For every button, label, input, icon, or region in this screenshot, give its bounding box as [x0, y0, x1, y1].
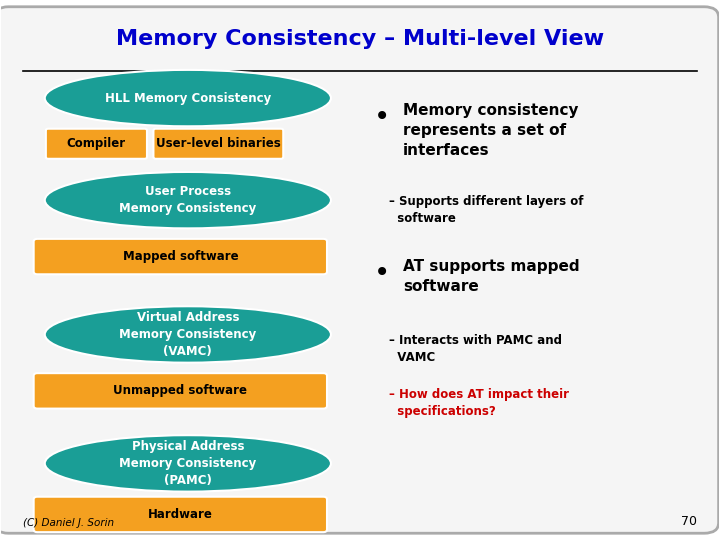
- Text: – Supports different layers of
  software: – Supports different layers of software: [389, 195, 583, 225]
- Text: (C) Daniel J. Sorin: (C) Daniel J. Sorin: [23, 518, 114, 528]
- Text: User Process
Memory Consistency: User Process Memory Consistency: [120, 185, 256, 215]
- Text: Compiler: Compiler: [67, 137, 126, 150]
- Text: Unmapped software: Unmapped software: [113, 384, 248, 397]
- Text: – How does AT impact their
  specifications?: – How does AT impact their specification…: [389, 388, 569, 418]
- Ellipse shape: [45, 172, 331, 228]
- Ellipse shape: [45, 306, 331, 363]
- Text: •: •: [374, 104, 390, 131]
- Text: 70: 70: [681, 515, 697, 528]
- Text: Memory consistency
represents a set of
interfaces: Memory consistency represents a set of i…: [403, 104, 579, 158]
- Text: User-level binaries: User-level binaries: [156, 137, 281, 150]
- FancyBboxPatch shape: [153, 129, 283, 159]
- Text: •: •: [374, 259, 390, 287]
- Text: HLL Memory Consistency: HLL Memory Consistency: [104, 92, 271, 105]
- Text: Memory Consistency – Multi-level View: Memory Consistency – Multi-level View: [116, 29, 604, 49]
- Text: Virtual Address
Memory Consistency
(VAMC): Virtual Address Memory Consistency (VAMC…: [120, 311, 256, 358]
- Text: Mapped software: Mapped software: [122, 250, 238, 263]
- FancyBboxPatch shape: [0, 7, 719, 533]
- FancyBboxPatch shape: [34, 239, 327, 274]
- FancyBboxPatch shape: [34, 497, 327, 532]
- Text: AT supports mapped
software: AT supports mapped software: [403, 259, 580, 294]
- FancyBboxPatch shape: [46, 129, 147, 159]
- Ellipse shape: [45, 435, 331, 491]
- Text: Physical Address
Memory Consistency
(PAMC): Physical Address Memory Consistency (PAM…: [120, 440, 256, 487]
- Text: – Interacts with PAMC and
  VAMC: – Interacts with PAMC and VAMC: [389, 334, 562, 364]
- FancyBboxPatch shape: [34, 373, 327, 409]
- Ellipse shape: [45, 70, 331, 126]
- Text: Hardware: Hardware: [148, 508, 213, 521]
